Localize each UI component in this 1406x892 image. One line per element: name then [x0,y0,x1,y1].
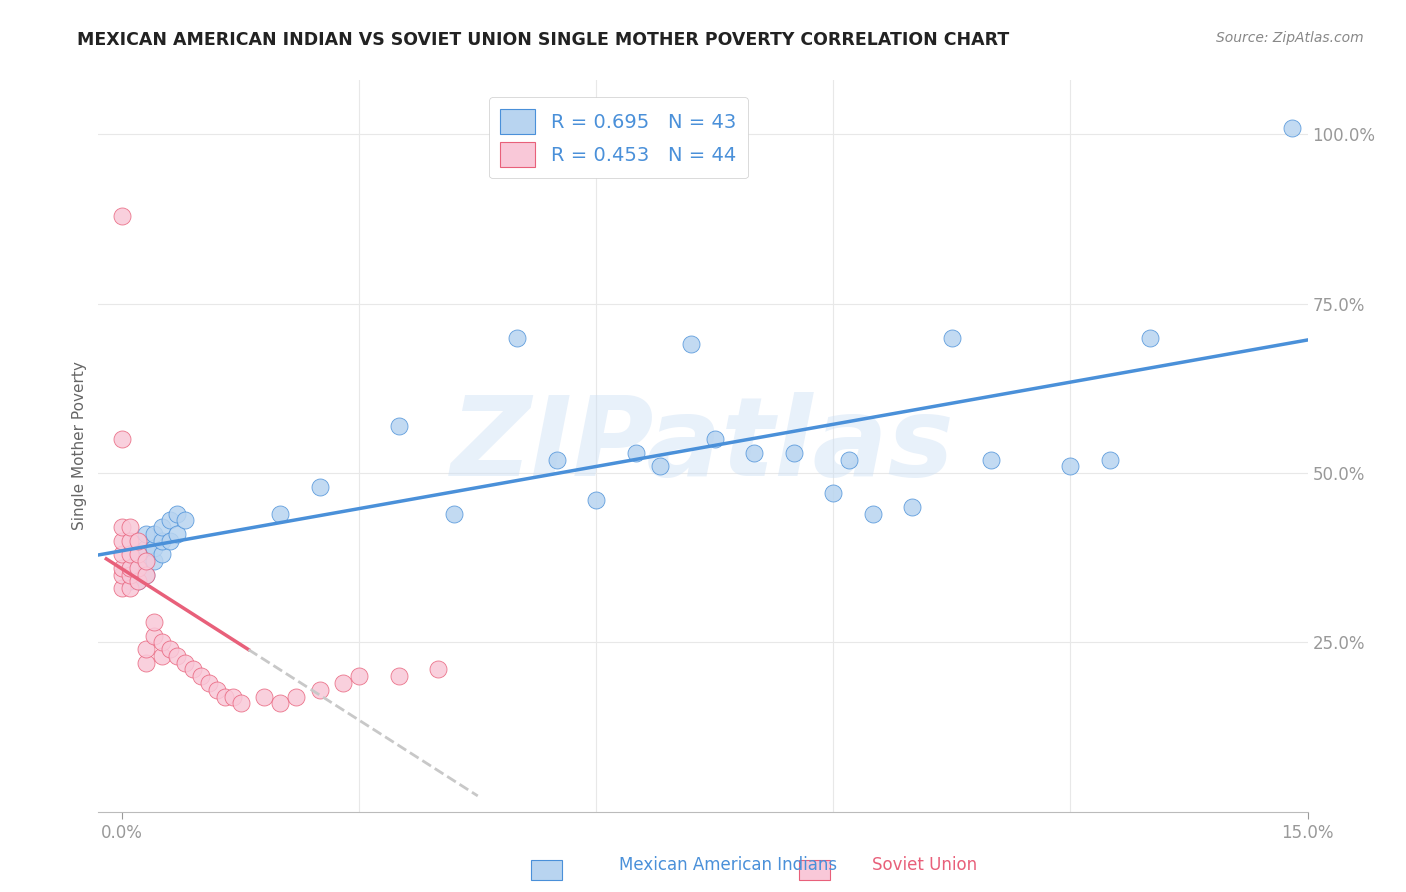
Point [332,676,354,690]
Point [142,527,165,541]
Point [135,642,157,657]
Point [308,682,330,697]
Point [150,648,173,663]
Point [347,669,370,683]
Point [111,520,134,534]
Point [118,533,141,548]
Text: Soviet Union: Soviet Union [872,856,977,874]
Point [135,541,157,555]
Point [166,527,188,541]
Point [285,690,308,704]
Point [862,507,884,521]
Point [174,514,197,528]
Point [901,500,924,514]
Point [150,635,173,649]
Point [135,554,157,568]
Point [159,533,181,548]
Point [127,547,149,561]
Point [181,663,204,677]
Point [190,669,212,683]
Point [205,682,228,697]
Point [838,452,860,467]
Point [111,581,134,595]
Point [308,480,330,494]
Point [127,547,149,561]
Point [111,547,134,561]
Point [111,432,134,446]
Text: MEXICAN AMERICAN INDIAN VS SOVIET UNION SINGLE MOTHER POVERTY CORRELATION CHART: MEXICAN AMERICAN INDIAN VS SOVIET UNION … [77,31,1010,49]
Point [388,669,411,683]
Point [648,459,671,474]
FancyBboxPatch shape [799,860,830,880]
Point [150,547,173,561]
Point [150,533,173,548]
Point [980,452,1002,467]
Point [585,493,607,508]
Y-axis label: Single Mother Poverty: Single Mother Poverty [72,361,87,531]
Point [269,507,291,521]
Point [135,527,157,541]
Point [135,567,157,582]
Point [1098,452,1121,467]
Point [142,541,165,555]
Point [118,574,141,589]
Point [823,486,845,500]
Point [142,554,165,568]
Point [118,520,141,534]
Point [253,690,276,704]
Point [269,697,291,711]
Point [127,533,149,548]
Point [159,642,181,657]
Point [135,656,157,670]
Point [118,581,141,595]
Point [222,690,245,704]
Point [118,561,141,575]
Point [427,663,450,677]
Point [744,446,766,460]
Point [624,446,647,460]
Point [506,331,529,345]
Point [546,452,568,467]
Point [1281,120,1303,135]
Point [166,507,188,521]
Text: Source: ZipAtlas.com: Source: ZipAtlas.com [1216,31,1364,45]
Point [142,629,165,643]
Point [198,676,221,690]
Point [703,432,725,446]
Point [159,514,181,528]
Legend: R = 0.695   N = 43, R = 0.453   N = 44: R = 0.695 N = 43, R = 0.453 N = 44 [489,97,748,178]
Point [135,554,157,568]
FancyBboxPatch shape [531,860,562,880]
Point [127,574,149,589]
Point [388,418,411,433]
Point [127,561,149,575]
Text: Mexican American Indians: Mexican American Indians [619,856,837,874]
Point [1139,331,1161,345]
Point [111,567,134,582]
Point [111,209,134,223]
Point [142,615,165,629]
Point [111,533,134,548]
Point [127,561,149,575]
Point [443,507,465,521]
Point [229,697,252,711]
Point [166,648,188,663]
Point [214,690,236,704]
Point [111,561,134,575]
Point [127,574,149,589]
Point [150,520,173,534]
Point [783,446,806,460]
Point [118,561,141,575]
Point [118,547,141,561]
Point [1059,459,1081,474]
Point [941,331,963,345]
Point [174,656,197,670]
Point [118,567,141,582]
Point [681,337,703,351]
Point [135,567,157,582]
Text: ZIPatlas: ZIPatlas [451,392,955,500]
